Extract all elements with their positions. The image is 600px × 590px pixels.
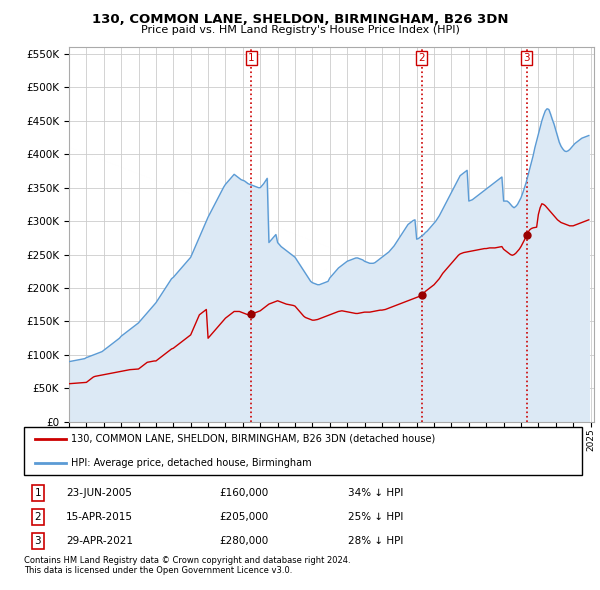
Text: 2: 2 (35, 512, 41, 522)
Text: HPI: Average price, detached house, Birmingham: HPI: Average price, detached house, Birm… (71, 458, 312, 468)
FancyBboxPatch shape (24, 427, 582, 475)
Text: 130, COMMON LANE, SHELDON, BIRMINGHAM, B26 3DN (detached house): 130, COMMON LANE, SHELDON, BIRMINGHAM, B… (71, 434, 436, 444)
Text: 25% ↓ HPI: 25% ↓ HPI (347, 512, 403, 522)
Text: £160,000: £160,000 (220, 488, 269, 497)
Text: Contains HM Land Registry data © Crown copyright and database right 2024.: Contains HM Land Registry data © Crown c… (24, 556, 350, 565)
Text: 2: 2 (418, 53, 425, 63)
Text: 15-APR-2015: 15-APR-2015 (66, 512, 133, 522)
Text: £280,000: £280,000 (220, 536, 269, 546)
Text: This data is licensed under the Open Government Licence v3.0.: This data is licensed under the Open Gov… (24, 566, 292, 575)
Text: 130, COMMON LANE, SHELDON, BIRMINGHAM, B26 3DN: 130, COMMON LANE, SHELDON, BIRMINGHAM, B… (92, 13, 508, 26)
Text: £205,000: £205,000 (220, 512, 269, 522)
Text: 23-JUN-2005: 23-JUN-2005 (66, 488, 132, 497)
Text: Price paid vs. HM Land Registry's House Price Index (HPI): Price paid vs. HM Land Registry's House … (140, 25, 460, 35)
Text: 29-APR-2021: 29-APR-2021 (66, 536, 133, 546)
Text: 3: 3 (35, 536, 41, 546)
Text: 1: 1 (35, 488, 41, 497)
Text: 34% ↓ HPI: 34% ↓ HPI (347, 488, 403, 497)
Text: 3: 3 (523, 53, 530, 63)
Text: 1: 1 (248, 53, 254, 63)
Text: 28% ↓ HPI: 28% ↓ HPI (347, 536, 403, 546)
